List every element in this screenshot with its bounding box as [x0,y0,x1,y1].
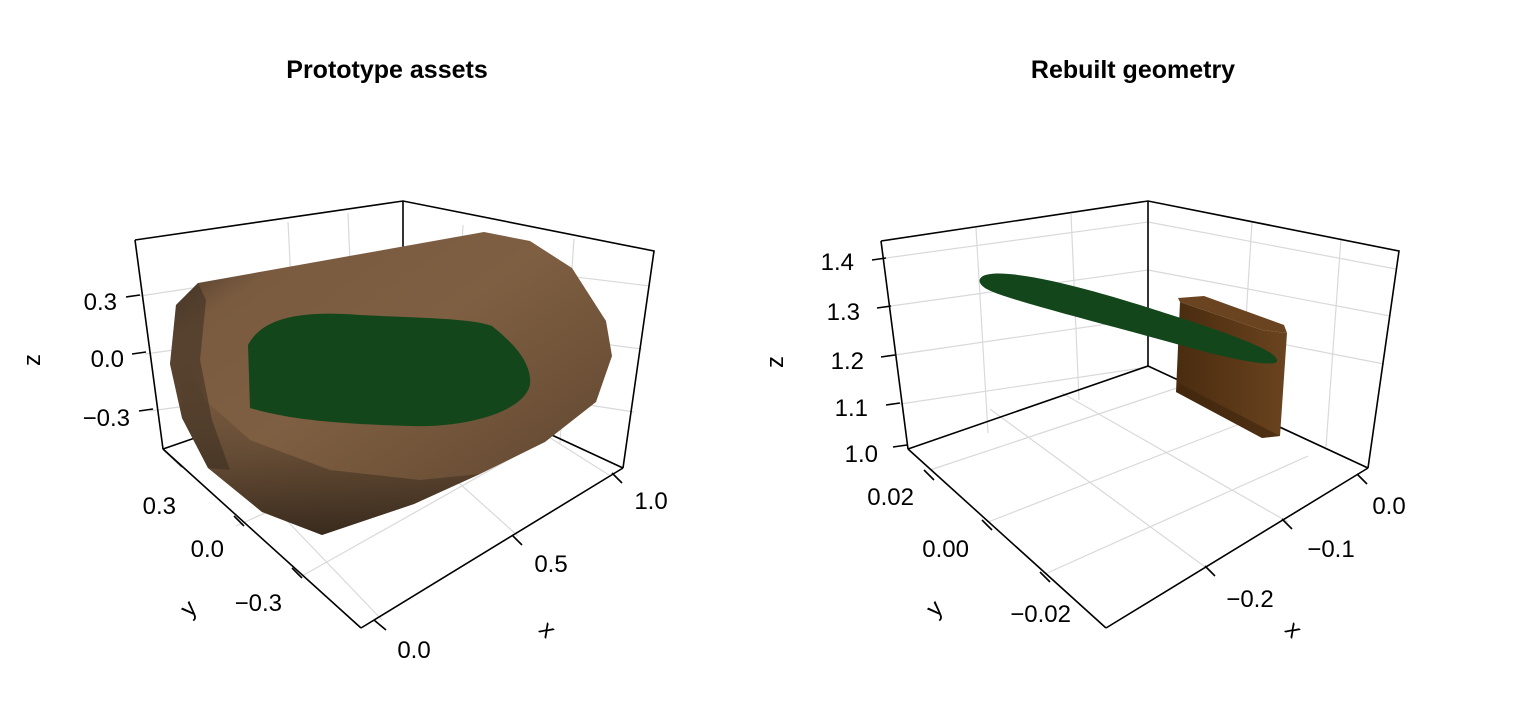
y-tick-label: 0.0 [191,536,224,563]
grid-line [899,366,1149,405]
panel-title-right: Rebuilt geometry [1031,56,1235,84]
frame-left-vertical [134,239,164,450]
panel-prototype-assets: Prototype assets [19,56,668,664]
y-axis-label: y [921,595,949,623]
z-tick-mark [880,354,896,358]
grid-line [1044,455,1309,575]
z-tick-label: 0.0 [91,346,124,373]
x-ticks-left: 0.0 0.5 1.0 x [373,472,668,664]
grid-line [1061,392,1289,523]
box-side [1176,384,1280,438]
y-ticks-left: 0.3 0.0 −0.3 y [143,493,303,623]
x-axis-label: x [534,616,562,644]
z-tick-label: 0.3 [84,289,117,316]
box-top [1178,296,1287,333]
x-axis-line [1105,467,1369,629]
panel-title-left: Prototype assets [286,56,487,84]
x-tick-label: 1.0 [634,488,667,515]
x-tick-mark [1356,473,1368,485]
y-tick-label: 0.3 [143,493,176,520]
y-tick-mark [233,515,245,527]
z-tick-label: −0.3 [83,405,130,432]
y-tick-mark [981,519,993,531]
grid-line [1325,237,1342,448]
x-tick-label: −0.2 [1226,586,1273,613]
y-tick-mark [923,469,935,481]
panel-rebuilt-geometry: Rebuilt geometry [762,56,1406,643]
z-tick-mark [871,257,887,261]
frame-back [134,200,655,469]
z-ticks-left: 0.3 0.0 −0.3 z [19,289,154,432]
x-ticks-right: −0.2 −0.1 0.0 x [1204,473,1406,644]
x-tick-mark [373,619,387,631]
z-tick-label: 1.3 [827,299,860,326]
y-axis-label: y [175,595,203,623]
grid-line [1147,221,1397,270]
y-tick-label: −0.3 [235,590,282,617]
box-surface [1176,296,1287,438]
x-tick-mark [1281,518,1293,530]
z-tick-mark [131,351,147,355]
z-tick-label: 1.1 [835,395,868,422]
grid-right [885,213,1397,575]
frame-left-vertical [880,240,909,450]
bark-cap [170,283,230,470]
axis-frame-right [880,200,1400,629]
y-tick-mark [291,567,303,579]
grid-line [1147,269,1391,317]
z-tick-mark [125,294,141,298]
x-tick-mark [611,472,623,484]
x-axis-label: x [1280,616,1308,644]
z-tick-label: 1.0 [845,441,878,468]
grid-line [885,221,1149,259]
bark-surface [170,232,612,535]
y-axis-line [162,448,362,629]
z-axis-label: z [762,356,789,368]
z-ticks-right: 1.4 1.3 1.2 1.1 1.0 z [762,249,908,468]
z-tick-label: 1.2 [831,348,864,375]
x-tick-label: 0.0 [397,637,430,664]
z-tick-label: 1.4 [821,249,854,276]
y-axis-line [907,448,1107,629]
x-tick-mark [1204,565,1216,577]
grid-line [975,227,989,434]
x-tick-mark [511,534,523,546]
grid-line [989,408,1213,573]
y-tick-label: 0.02 [867,484,914,511]
y-ticks-right: 0.02 0.00 −0.02 y [867,469,1071,628]
x-tick-label: 0.5 [534,551,567,578]
x-axis-line [360,467,624,629]
z-axis-label: z [19,354,46,366]
z-tick-mark [892,444,908,448]
x-tick-label: −0.1 [1307,536,1354,563]
leaf-ellipsoid [979,273,1278,364]
frame-front-edge [162,448,183,468]
z-tick-mark [876,305,892,309]
leaf-disk [248,313,531,427]
grid-line [929,382,1193,471]
y-tick-mark [1039,571,1051,583]
z-tick-mark [885,402,901,406]
x-tick-label: 0.0 [1372,493,1405,520]
grid-line [987,419,1251,523]
z-tick-mark [138,408,154,412]
y-tick-label: 0.00 [922,536,969,563]
y-tick-label: −0.02 [1010,601,1071,628]
frame-floor-left [907,365,1149,450]
frame-back [880,200,1400,469]
bark-shadow [176,330,480,535]
grid-line [301,441,541,577]
